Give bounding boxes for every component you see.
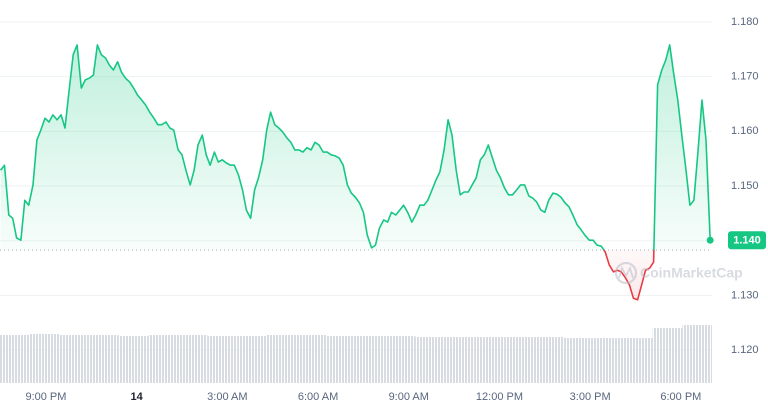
watermark-text: CoinMarketCap — [640, 265, 743, 281]
volume-bar — [682, 325, 712, 383]
y-tick-label: 1.170 — [731, 71, 759, 83]
x-tick-label: 14 — [131, 391, 144, 403]
x-tick-label: 12:00 PM — [476, 391, 523, 403]
volume-bar — [356, 336, 386, 383]
volume-bar — [89, 335, 119, 383]
volume-bar — [474, 337, 505, 383]
volume-bar — [178, 335, 208, 383]
x-tick-label: 6:00 AM — [298, 391, 338, 403]
volume-bar — [59, 335, 89, 383]
volume-bar — [118, 336, 149, 383]
price-badge — [728, 231, 766, 250]
volume-bar — [29, 334, 60, 383]
volume-bar — [445, 337, 475, 383]
watermark: CoinMarketCap — [614, 261, 743, 285]
volume-bar — [148, 335, 178, 383]
volume-bar — [563, 338, 594, 383]
volume-bar — [593, 338, 623, 383]
x-tick-label: 3:00 PM — [570, 391, 611, 403]
x-tick-label: 9:00 AM — [389, 391, 429, 403]
volume-bar — [207, 336, 238, 383]
y-tick-label: 1.180 — [731, 16, 759, 28]
volume-bar — [0, 335, 30, 383]
volume-bar — [534, 337, 564, 383]
volume-bar — [504, 337, 534, 383]
y-tick-label: 1.150 — [731, 180, 759, 192]
volume-bar — [237, 336, 267, 383]
volume-bar — [326, 336, 356, 383]
volume-bar — [623, 338, 653, 383]
volume-bar — [652, 328, 683, 383]
y-tick-label: 1.130 — [731, 289, 759, 301]
x-tick-label: 9:00 PM — [25, 391, 66, 403]
volume-bar — [385, 336, 416, 383]
price-area — [0, 44, 711, 300]
volume-bar — [267, 335, 297, 383]
x-tick-label: 3:00 AM — [207, 391, 247, 403]
x-tick-label: 6:00 PM — [660, 391, 701, 403]
price-badge-label: 1.140 — [733, 235, 761, 247]
y-tick-label: 1.120 — [731, 344, 759, 356]
volume-bar — [296, 335, 327, 383]
last-point — [706, 236, 714, 244]
y-tick-label: 1.160 — [731, 125, 759, 137]
volume-bar — [415, 337, 445, 383]
price-line — [0, 44, 711, 301]
